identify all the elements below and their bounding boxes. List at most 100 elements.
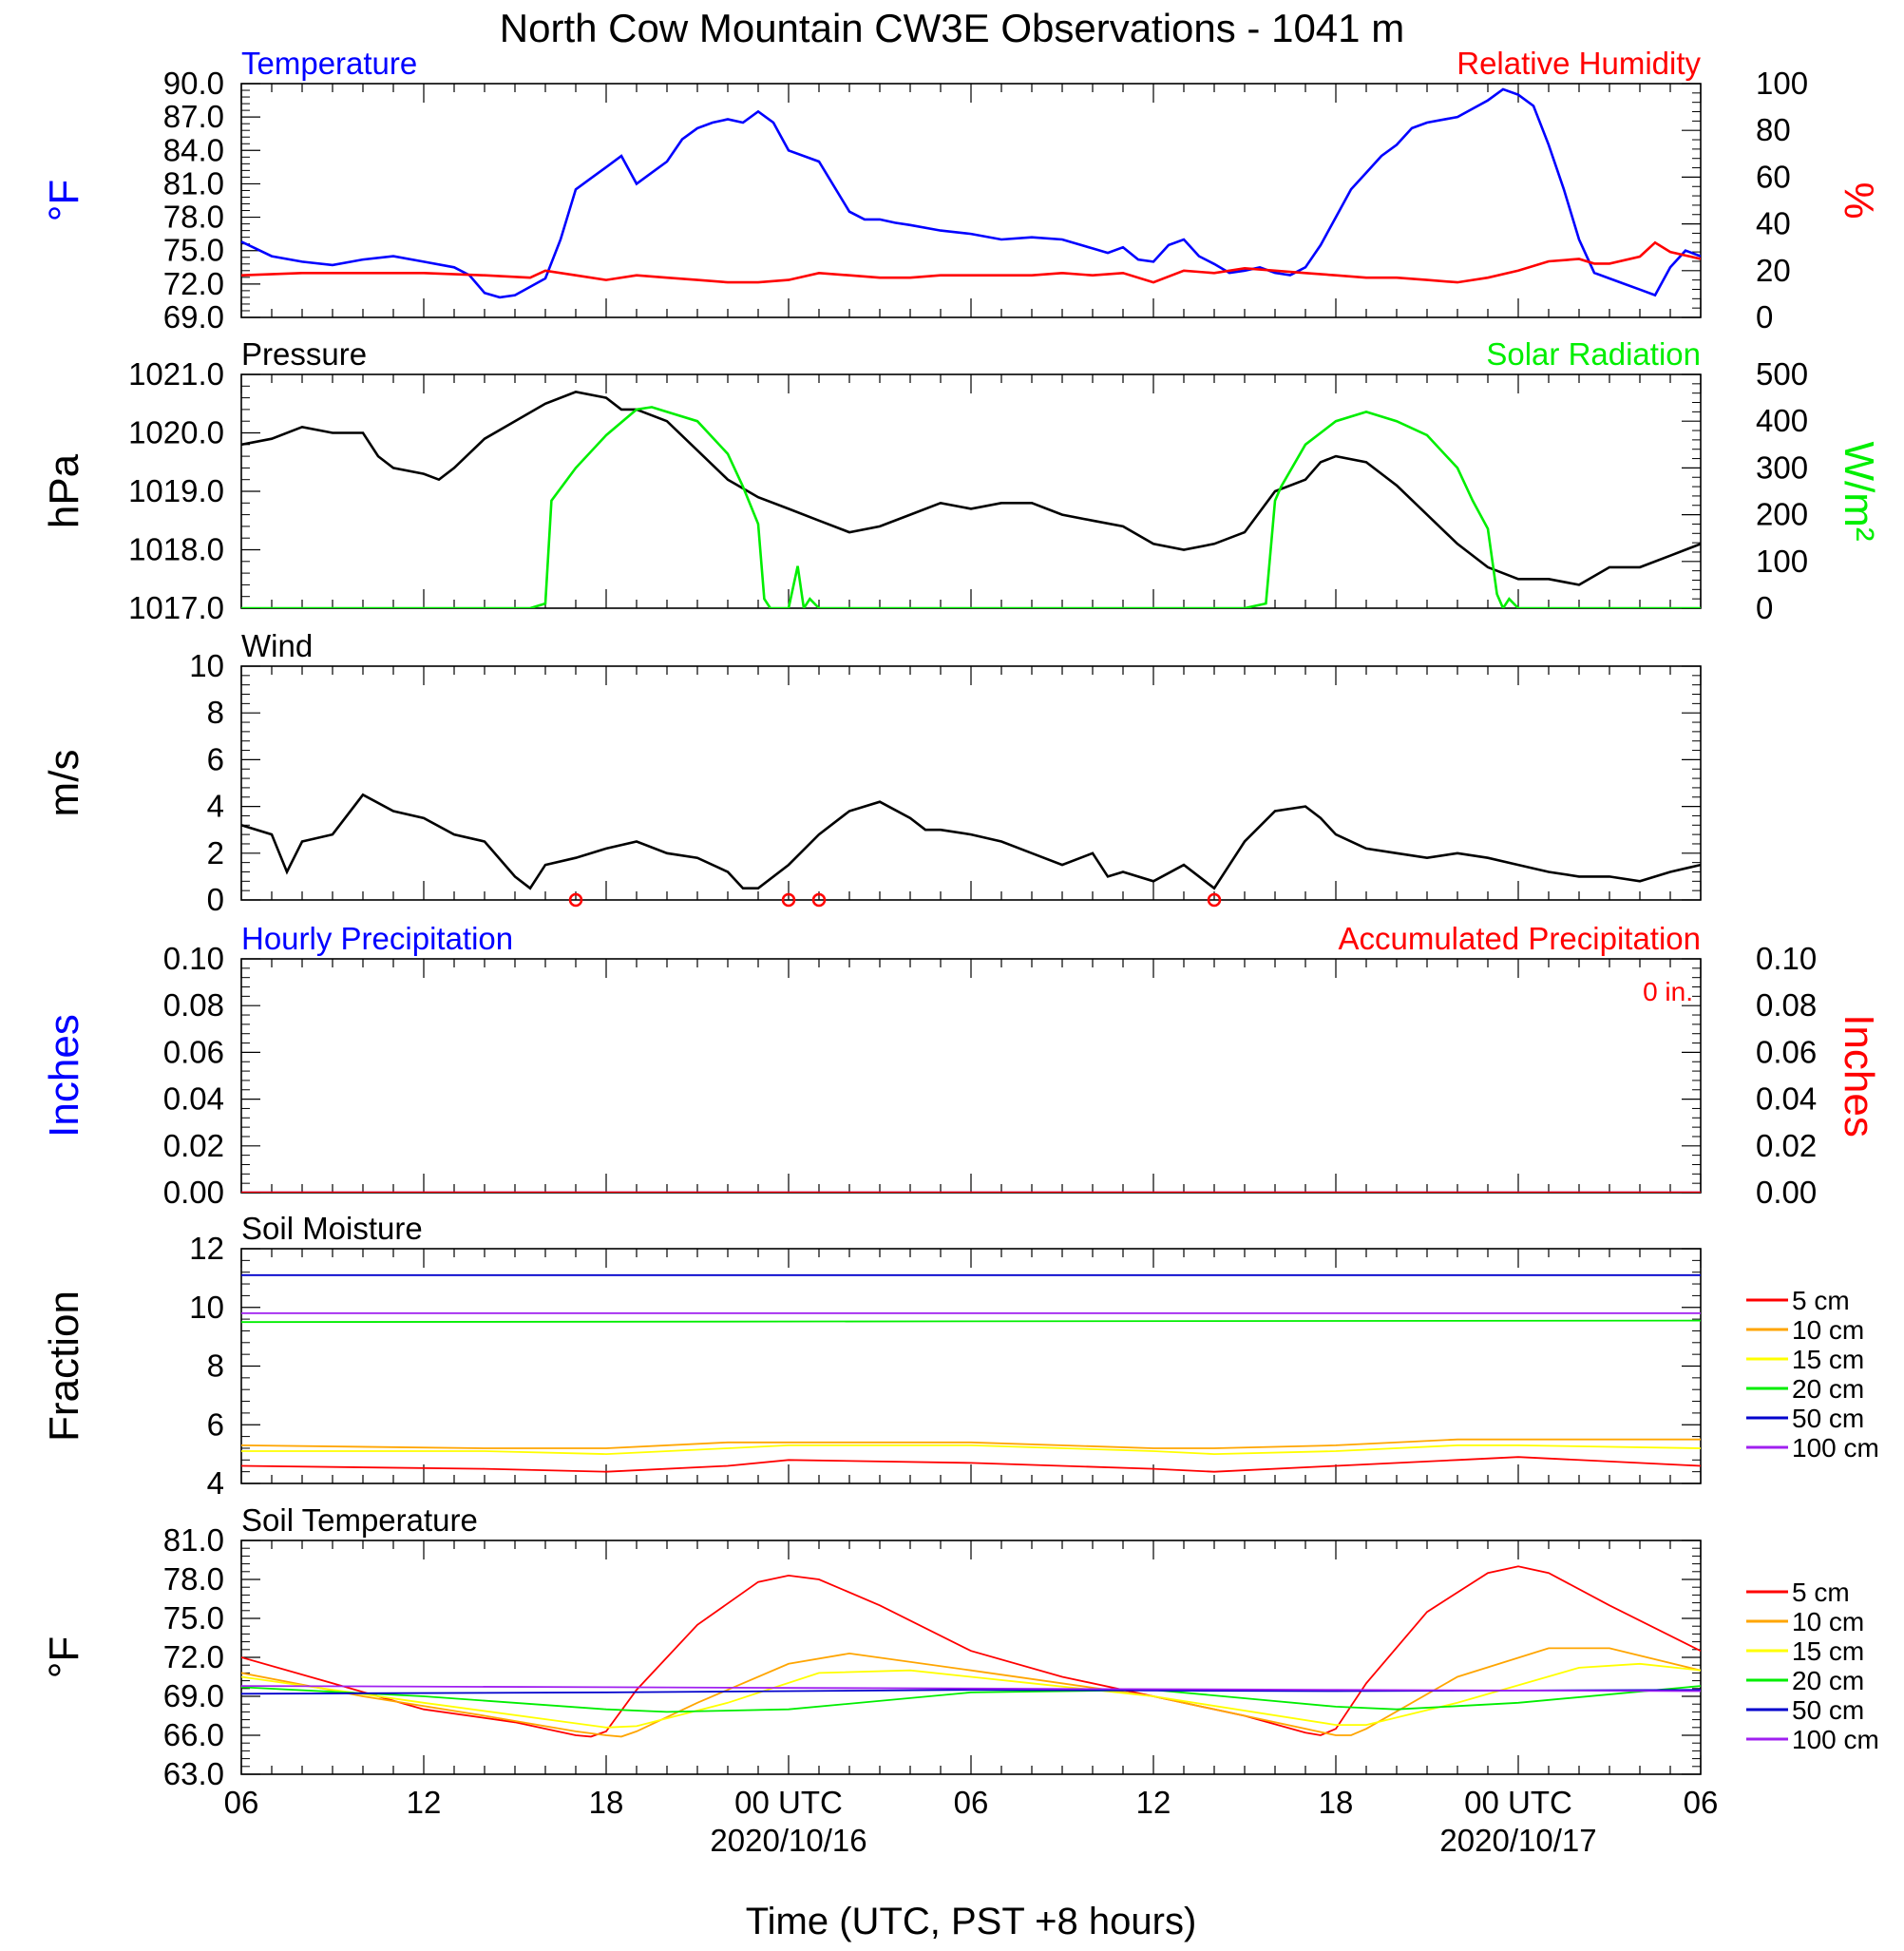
panel-soil_temp: 63.0 66.0 69.0 72.0 75.078.081.0 Soil Tempera…: [41, 1502, 1879, 1791]
y-tick-label-left: 90.0: [163, 66, 224, 101]
x-tick-label: 18: [589, 1785, 624, 1820]
y-tick-label-left: 0.02: [163, 1128, 224, 1163]
y-tick-label-left: 78.0: [163, 1561, 224, 1597]
legend-label: 10 cm: [1792, 1607, 1864, 1636]
y-tick-label-left: 1020.0: [128, 415, 224, 450]
panel-title-right: Relative Humidity: [1457, 46, 1701, 81]
series-5-cm: [241, 1456, 1701, 1473]
panel-pressure_solar: 1017.0 1018.0 1019.0 1020.0 1021.0 0 100 200 300…: [41, 336, 1882, 625]
legend-label: 10 cm: [1792, 1315, 1864, 1345]
x-tick-label: 06: [224, 1785, 259, 1820]
y-tick-label-left: 69.0: [163, 1678, 224, 1713]
y-tick-label-left: 10: [189, 1290, 224, 1325]
series-15-cm: [241, 1444, 1701, 1456]
series-10-cm: [241, 1438, 1701, 1449]
legend-label: 15 cm: [1792, 1345, 1864, 1374]
series-20-cm: [241, 1685, 1701, 1713]
y-tick-label-right: 100: [1756, 544, 1808, 579]
y-tick-label-right: 40: [1756, 206, 1791, 241]
plot-frame: [240, 1248, 1702, 1484]
y-tick-label-right: 0: [1756, 590, 1773, 625]
y-tick-label-right: 60: [1756, 159, 1791, 194]
plot-frame: [240, 83, 1702, 318]
y-tick-label-right: 0: [1756, 299, 1773, 335]
calm-wind-marker: [1207, 892, 1222, 908]
y-tick-label-left: 1018.0: [128, 532, 224, 567]
y-tick-label-left: 66.0: [163, 1717, 224, 1752]
panel-title-right: Solar Radiation: [1486, 336, 1701, 372]
calm-wind-marker: [781, 892, 796, 908]
panel-title-left: Hourly Precipitation: [241, 921, 513, 956]
y-tick-label-left: 0.10: [163, 941, 224, 976]
series-100-cm: [241, 1685, 1701, 1693]
y-tick-label-left: 0.00: [163, 1175, 224, 1210]
y-axis-title-left: Inches: [41, 1014, 87, 1138]
panel-title-left: Temperature: [241, 46, 417, 81]
y-tick-label-left: 1021.0: [128, 356, 224, 392]
series-5-cm: [241, 1565, 1701, 1738]
x-axis-title: Time (UTC, PST +8 hours): [746, 1901, 1197, 1942]
y-tick-label-right: 0.06: [1756, 1034, 1817, 1069]
legend-label: 5 cm: [1792, 1578, 1850, 1607]
series-temperature: [241, 87, 1701, 299]
y-axis-title-left: hPa: [41, 453, 87, 528]
panel-precip: 0.00 0.02 0.04 0.06 0.08 0.10 0.00 0.02 0.04 0.06…: [41, 921, 1882, 1210]
panel-wind: 0 2 4 6 8 10 Wind m/s: [41, 628, 1702, 917]
panel-title-left: Soil Moisture: [241, 1211, 423, 1246]
y-tick-label-right: 80: [1756, 112, 1791, 147]
y-tick-label-left: 63.0: [163, 1756, 224, 1791]
series-relative-humidity: [241, 240, 1701, 284]
panel-title-left: Soil Temperature: [241, 1502, 478, 1538]
y-tick-label-right: 0.04: [1756, 1081, 1817, 1117]
y-tick-label-left: 1017.0: [128, 590, 224, 625]
x-axis-labels: 06 12 18 00 UTC 06 12 18 00 UTC 06 2020/10/16 2020…: [224, 1785, 1719, 1858]
panel-temp_rh: 69.072.075.078.081.084.087.090.0 0 20 40 60 8…: [41, 46, 1882, 335]
y-tick-label-left: 1019.0: [128, 473, 224, 508]
y-tick-label-right: 0.02: [1756, 1128, 1817, 1163]
panel-title-right: Accumulated Precipitation: [1338, 921, 1701, 956]
calm-wind-marker: [568, 892, 583, 908]
accumulated-total-label: 0 in.: [1643, 977, 1693, 1006]
x-date-label: 2020/10/17: [1439, 1823, 1596, 1858]
y-tick-label-left: 0.08: [163, 987, 224, 1023]
x-tick-label: 00 UTC: [734, 1785, 843, 1820]
y-tick-label-right: 500: [1756, 356, 1808, 392]
y-tick-label-left: 0: [207, 882, 224, 917]
legend-label: 20 cm: [1792, 1374, 1864, 1404]
y-tick-label-right: 300: [1756, 449, 1808, 485]
y-tick-label-left: 10: [189, 648, 224, 683]
y-tick-label-left: 72.0: [163, 1639, 224, 1674]
y-axis-title-right: %: [1836, 182, 1882, 219]
legend-label: 100 cm: [1792, 1725, 1879, 1754]
y-tick-label-left: 0.06: [163, 1034, 224, 1069]
y-tick-label-right: 400: [1756, 403, 1808, 438]
y-axis-title-left: Fraction: [41, 1291, 87, 1442]
y-tick-label-left: 81.0: [163, 165, 224, 201]
series-10-cm: [241, 1647, 1701, 1738]
legend-label: 50 cm: [1792, 1404, 1864, 1433]
y-tick-label-left: 81.0: [163, 1522, 224, 1558]
legend-label: 100 cm: [1792, 1433, 1879, 1463]
y-tick-label-right: 0.08: [1756, 987, 1817, 1023]
calm-wind-marker: [811, 892, 827, 908]
x-tick-label: 00 UTC: [1464, 1785, 1572, 1820]
x-tick-label: 12: [1136, 1785, 1171, 1820]
series-wind: [241, 793, 1701, 890]
y-tick-label-left: 78.0: [163, 200, 224, 235]
legend-label: 5 cm: [1792, 1286, 1850, 1315]
legend-label: 20 cm: [1792, 1666, 1864, 1695]
figure-title: North Cow Mountain CW3E Observations - 1…: [500, 6, 1404, 50]
series-solar-radiation: [241, 406, 1701, 608]
y-axis-title-left: °F: [41, 180, 87, 221]
x-tick-label: 12: [407, 1785, 442, 1820]
series-pressure: [241, 391, 1701, 586]
y-axis-title-right: Inches: [1836, 1014, 1882, 1138]
y-tick-label-right: 0.00: [1756, 1175, 1817, 1210]
legend-label: 50 cm: [1792, 1695, 1864, 1725]
panels: 69.072.075.078.081.084.087.090.002040608…: [41, 46, 1882, 1791]
y-tick-label-left: 8: [207, 1348, 224, 1384]
plot-frame: [240, 958, 1702, 1194]
series-20-cm: [241, 1319, 1701, 1324]
y-tick-label-right: 0.10: [1756, 941, 1817, 976]
